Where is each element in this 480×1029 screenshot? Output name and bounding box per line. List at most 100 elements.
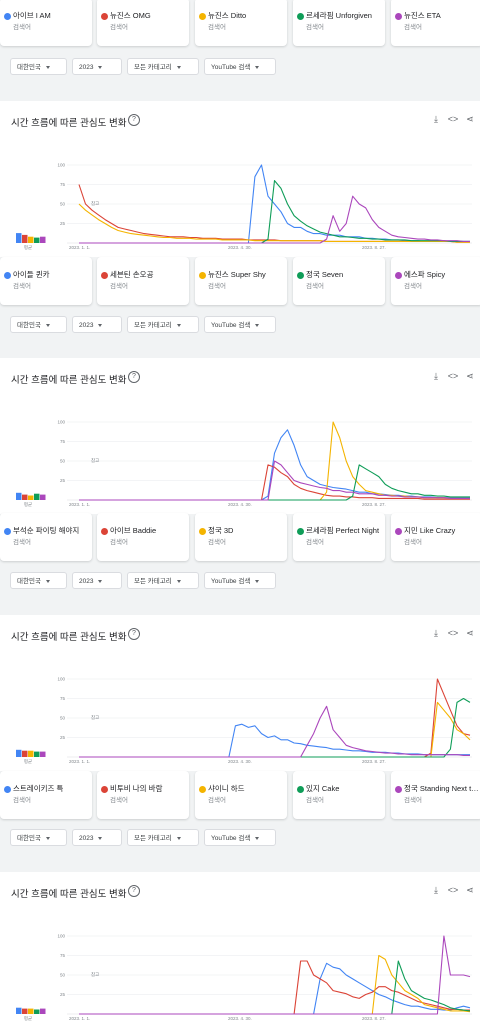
series-color-dot bbox=[101, 13, 108, 20]
share-icon[interactable]: ⋖ bbox=[466, 885, 474, 895]
average-bar bbox=[16, 1007, 22, 1014]
download-icon[interactable]: ⤓ bbox=[434, 885, 438, 895]
terms-row-1: 아이브 I AM 검색어 뉴진스 OMG 검색어 뉴진스 Ditto 검색어 르세라핌… bbox=[0, 0, 480, 50]
term-sub: 검색어 bbox=[208, 539, 226, 546]
x-tick-label: 2023. 1. 1. bbox=[69, 759, 90, 764]
term-card-3[interactable]: 정국 3D 검색어 bbox=[195, 513, 287, 561]
year-select[interactable]: 2023 bbox=[72, 829, 122, 846]
y-tick-label: 100 bbox=[57, 420, 65, 425]
term-card-1[interactable]: 부석순 파이팅 해야지 검색어 bbox=[0, 513, 92, 561]
term-card-3[interactable]: 뉴진스 Super Shy 검색어 bbox=[195, 257, 287, 305]
caret-down-icon bbox=[45, 836, 50, 840]
x-tick-label: 2023. 4. 30. bbox=[228, 245, 252, 250]
term-card-2[interactable]: 세븐틴 손오공 검색어 bbox=[97, 257, 189, 305]
help-icon[interactable]: ? bbox=[128, 114, 140, 126]
term-sub: 검색어 bbox=[306, 283, 324, 290]
category-select[interactable]: 모든 카테고리 bbox=[127, 572, 199, 589]
region-select[interactable]: 대한민국 bbox=[10, 829, 67, 846]
average-bar bbox=[28, 236, 34, 243]
year-select[interactable]: 2023 bbox=[72, 572, 122, 589]
category-select[interactable]: 모든 카테고리 bbox=[127, 58, 199, 75]
term-card-2[interactable]: 뉴진스 OMG 검색어 bbox=[97, 0, 189, 46]
share-icon[interactable]: ⋖ bbox=[466, 371, 474, 381]
series-line bbox=[78, 184, 470, 243]
caret-down-icon bbox=[255, 323, 260, 327]
share-icon[interactable]: ⋖ bbox=[466, 114, 474, 124]
term-card-5[interactable]: 지민 Like Crazy 검색어 bbox=[391, 513, 480, 561]
share-icon[interactable]: ⋖ bbox=[466, 628, 474, 638]
series-line bbox=[79, 429, 470, 501]
term-sub: 검색어 bbox=[208, 797, 226, 804]
search-type-label: YouTube 검색 bbox=[211, 578, 251, 585]
region-select[interactable]: 대한민국 bbox=[10, 572, 67, 589]
chart-3: 100 75 50 25 2023. 1. 1. 2023. 4. 30. 2023. 8.… bbox=[16, 677, 472, 764]
y-tick-label: 75 bbox=[60, 182, 66, 187]
search-type-select[interactable]: YouTube 검색 bbox=[204, 829, 276, 846]
average-bar bbox=[34, 1009, 40, 1014]
y-tick-label: 50 bbox=[60, 716, 66, 721]
category-select[interactable]: 모든 카테고리 bbox=[127, 829, 199, 846]
y-tick-label: 50 bbox=[60, 459, 66, 464]
term-name: 비투비 나의 바람 bbox=[110, 784, 163, 793]
region-select[interactable]: 대한민국 bbox=[10, 58, 67, 75]
term-card-3[interactable]: 샤이니 하드 검색어 bbox=[195, 771, 287, 819]
chart-2: 100 75 50 25 2023. 1. 1. 2023. 4. 30. 2023. 8.… bbox=[16, 420, 472, 507]
download-icon[interactable]: ⤓ bbox=[434, 371, 438, 381]
embed-icon[interactable]: <> bbox=[447, 628, 459, 638]
help-icon[interactable]: ? bbox=[128, 371, 140, 383]
region-label: 대한민국 bbox=[17, 578, 41, 585]
series-color-dot bbox=[395, 13, 402, 20]
term-sub: 검색어 bbox=[208, 283, 226, 290]
term-card-1[interactable]: 아이브 I AM 검색어 bbox=[0, 0, 92, 46]
help-icon[interactable]: ? bbox=[128, 628, 140, 640]
series-color-dot bbox=[101, 528, 108, 535]
term-card-3[interactable]: 뉴진스 Ditto 검색어 bbox=[195, 0, 287, 46]
help-icon[interactable]: ? bbox=[128, 885, 140, 897]
series-line bbox=[79, 460, 470, 501]
year-select[interactable]: 2023 bbox=[72, 316, 122, 333]
term-card-5[interactable]: 뉴진스 ETA 검색어 bbox=[391, 0, 480, 46]
y-tick-label: 100 bbox=[57, 677, 65, 682]
download-icon[interactable]: ⤓ bbox=[434, 628, 438, 638]
embed-icon[interactable]: <> bbox=[447, 885, 459, 895]
series-color-dot bbox=[395, 786, 402, 793]
term-card-4[interactable]: 르세라핌 Perfect Night 검색어 bbox=[293, 513, 385, 561]
term-card-4[interactable]: 르세라핌 Unforgiven 검색어 bbox=[293, 0, 385, 46]
term-card-2[interactable]: 비투비 나의 바람 검색어 bbox=[97, 771, 189, 819]
term-card-5[interactable]: 에스파 Spicy 검색어 bbox=[391, 257, 480, 305]
y-tick-label: 25 bbox=[60, 478, 66, 483]
term-card-4[interactable]: 있지 Cake 검색어 bbox=[293, 771, 385, 819]
term-name: 있지 Cake bbox=[306, 784, 340, 793]
term-card-1[interactable]: 아이들 퀸카 검색어 bbox=[0, 257, 92, 305]
region-select[interactable]: 대한민국 bbox=[10, 316, 67, 333]
search-type-select[interactable]: YouTube 검색 bbox=[204, 316, 276, 333]
embed-icon[interactable]: <> bbox=[447, 371, 459, 381]
series-color-dot bbox=[395, 528, 402, 535]
series-color-dot bbox=[297, 786, 304, 793]
term-name: 에스파 Spicy bbox=[404, 270, 446, 279]
caret-down-icon bbox=[45, 579, 50, 583]
year-select[interactable]: 2023 bbox=[72, 58, 122, 75]
download-icon[interactable]: ⤓ bbox=[434, 114, 438, 124]
category-select[interactable]: 모든 카테고리 bbox=[127, 316, 199, 333]
term-card-4[interactable]: 정국 Seven 검색어 bbox=[293, 257, 385, 305]
term-sub: 검색어 bbox=[306, 797, 324, 804]
y-tick-label: 75 bbox=[60, 953, 66, 958]
term-card-2[interactable]: 아이브 Baddie 검색어 bbox=[97, 513, 189, 561]
series-line bbox=[79, 954, 471, 1015]
year-label: 2023 bbox=[79, 322, 94, 329]
term-card-5[interactable]: 정국 Standing Next to You 검색어 bbox=[391, 771, 480, 819]
caret-down-icon bbox=[255, 65, 260, 69]
category-label: 모든 카테고리 bbox=[134, 578, 172, 585]
term-sub: 검색어 bbox=[306, 539, 324, 546]
term-card-1[interactable]: 스트레이키즈 특 검색어 bbox=[0, 771, 92, 819]
series-color-dot bbox=[4, 786, 11, 793]
caret-down-icon bbox=[45, 323, 50, 327]
search-type-select[interactable]: YouTube 검색 bbox=[204, 572, 276, 589]
search-type-select[interactable]: YouTube 검색 bbox=[204, 58, 276, 75]
average-bar bbox=[16, 233, 22, 243]
card-title: 시간 흐름에 따른 관심도 변화 bbox=[11, 889, 127, 900]
region-label: 대한민국 bbox=[17, 322, 41, 329]
embed-icon[interactable]: <> bbox=[447, 114, 459, 124]
term-name: 아이브 Baddie bbox=[110, 526, 157, 535]
